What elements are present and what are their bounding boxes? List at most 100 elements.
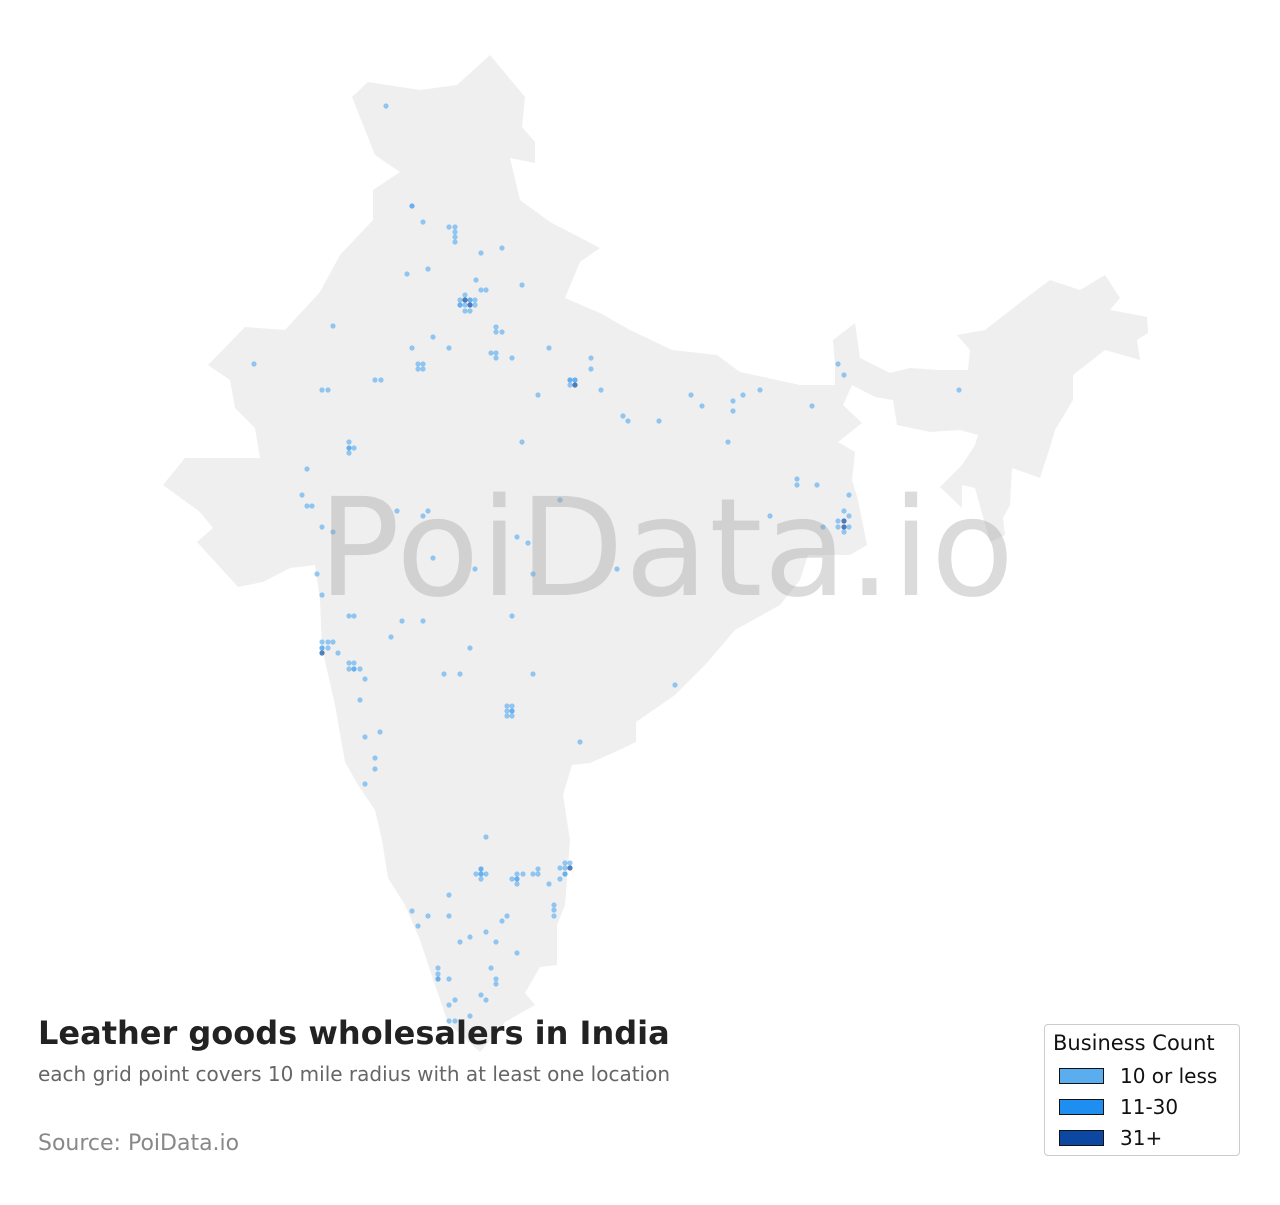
- grid-point-low: [535, 866, 541, 872]
- grid-point-high: [467, 302, 473, 308]
- grid-point-low: [483, 834, 489, 840]
- grid-point-mid: [572, 377, 578, 383]
- grid-point-low: [319, 387, 325, 393]
- grid-point-low: [730, 408, 736, 414]
- grid-point-low: [330, 639, 336, 645]
- grid-point-low: [446, 892, 452, 898]
- grid-point-high: [841, 524, 847, 530]
- grid-point-low: [483, 287, 489, 293]
- grid-point-low: [420, 513, 426, 519]
- grid-point-low: [614, 566, 620, 572]
- grid-point-low: [415, 923, 421, 929]
- legend: Business Count 10 or less 11-30 31+: [1044, 1024, 1240, 1156]
- grid-point-low: [499, 329, 505, 335]
- legend-item-mid: 11-30: [1059, 1095, 1178, 1119]
- grid-point-high: [319, 650, 325, 656]
- grid-point-low: [435, 965, 441, 971]
- grid-point-low: [672, 682, 678, 688]
- grid-point-low: [304, 503, 310, 509]
- grid-point-low: [493, 324, 499, 330]
- map-title: Leather goods wholesalers in India: [38, 1014, 670, 1052]
- grid-point-low: [488, 350, 494, 356]
- grid-point-mid: [351, 666, 357, 672]
- grid-point-low: [409, 345, 415, 351]
- grid-point-mid: [562, 871, 568, 877]
- grid-point-low: [420, 219, 426, 225]
- grid-point-low: [415, 361, 421, 367]
- grid-point-low: [351, 613, 357, 619]
- grid-point-high: [462, 297, 468, 303]
- grid-point-low: [509, 876, 515, 882]
- india-land-shape: [163, 55, 1148, 1052]
- grid-point-low: [462, 308, 468, 314]
- grid-point-low: [567, 382, 573, 388]
- grid-point-low: [514, 950, 520, 956]
- grid-point-low: [420, 366, 426, 372]
- grid-point-low: [457, 297, 463, 303]
- grid-point-low: [372, 377, 378, 383]
- grid-point-low: [809, 403, 815, 409]
- grid-point-low: [493, 981, 499, 987]
- grid-point-low: [509, 703, 515, 709]
- grid-point-low: [478, 287, 484, 293]
- grid-point-low: [346, 439, 352, 445]
- grid-point-mid: [319, 645, 325, 651]
- grid-point-low: [452, 1018, 458, 1024]
- grid-point-low: [835, 361, 841, 367]
- grid-point-low: [330, 529, 336, 535]
- grid-point-low: [767, 513, 773, 519]
- grid-point-high: [567, 865, 573, 871]
- grid-point-low: [725, 439, 731, 445]
- grid-point-low: [483, 997, 489, 1003]
- grid-point-low: [525, 540, 531, 546]
- grid-point-mid: [567, 377, 573, 383]
- grid-point-mid: [478, 866, 484, 872]
- grid-point-low: [478, 876, 484, 882]
- grid-point-low: [835, 524, 841, 530]
- grid-point-low: [383, 103, 389, 109]
- grid-point-low: [567, 860, 573, 866]
- grid-point-low: [425, 266, 431, 272]
- grid-point-low: [362, 734, 368, 740]
- grid-point-low: [430, 555, 436, 561]
- grid-point-low: [483, 929, 489, 935]
- grid-point-low: [446, 345, 452, 351]
- grid-point-low: [546, 881, 552, 887]
- grid-point-low: [319, 524, 325, 530]
- grid-point-low: [446, 1018, 452, 1024]
- grid-point-low: [820, 524, 826, 530]
- grid-point-low: [557, 865, 563, 871]
- grid-point-low: [530, 871, 536, 877]
- grid-point-low: [551, 913, 557, 919]
- grid-point-low: [688, 392, 694, 398]
- source-note: Source: PoiData.io: [38, 1131, 240, 1156]
- grid-point-low: [546, 345, 552, 351]
- grid-point-low: [535, 392, 541, 398]
- grid-point-low: [399, 618, 405, 624]
- map-subtitle: each grid point covers 10 mile radius wi…: [38, 1062, 671, 1086]
- grid-point-low: [520, 871, 526, 877]
- grid-point-low: [472, 566, 478, 572]
- legend-title: Business Count: [1053, 1031, 1215, 1055]
- grid-point-low: [251, 361, 257, 367]
- grid-point-low: [598, 387, 604, 393]
- grid-point-low: [299, 492, 305, 498]
- grid-point-low: [588, 366, 594, 372]
- grid-point-low: [457, 671, 463, 677]
- grid-point-low: [730, 398, 736, 404]
- grid-point-low: [519, 282, 525, 288]
- grid-point-low: [557, 497, 563, 503]
- grid-point-low: [483, 871, 489, 877]
- grid-point-low: [562, 860, 568, 866]
- grid-point-low: [740, 392, 746, 398]
- grid-point-mid: [478, 871, 484, 877]
- grid-point-low: [620, 413, 626, 419]
- grid-point-low: [551, 907, 557, 913]
- grid-point-high: [572, 382, 578, 388]
- grid-point-low: [325, 387, 331, 393]
- grid-point-low: [493, 355, 499, 361]
- grid-point-low: [514, 881, 520, 887]
- grid-point-mid: [409, 203, 415, 209]
- grid-point-low: [473, 277, 479, 283]
- grid-point-low: [446, 1002, 452, 1008]
